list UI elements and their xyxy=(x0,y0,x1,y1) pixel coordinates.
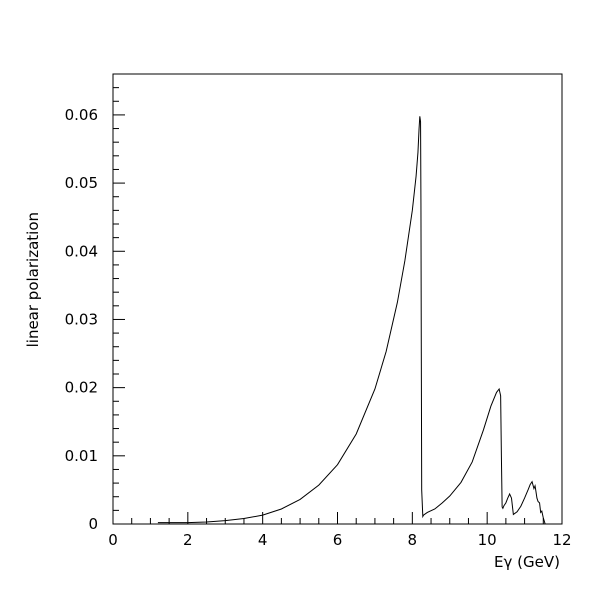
x-tick-label: 0 xyxy=(108,531,118,549)
y-axis-ticks xyxy=(113,73,125,525)
y-axis-tick-labels: 0 0.01 0.02 0.03 0.04 0.05 0.06 xyxy=(65,106,98,533)
y-tick-label: 0.02 xyxy=(65,379,98,397)
polarization-curve xyxy=(157,116,546,525)
x-tick-label: 12 xyxy=(552,531,571,549)
y-tick-label: 0.03 xyxy=(65,310,98,328)
x-axis-ticks xyxy=(112,512,563,524)
y-tick-label: 0.04 xyxy=(65,242,98,260)
plot-frame xyxy=(112,73,563,525)
x-axis-title: Eγ (GeV) xyxy=(494,553,560,571)
y-tick-label: 0.05 xyxy=(65,174,98,192)
y-tick-label: 0.01 xyxy=(65,447,98,465)
x-tick-label: 2 xyxy=(183,531,193,549)
x-tick-label: 4 xyxy=(258,531,268,549)
x-tick-label: 10 xyxy=(478,531,497,549)
y-tick-label: 0.06 xyxy=(65,106,98,124)
x-tick-label: 8 xyxy=(408,531,418,549)
x-axis-tick-labels: 0 2 4 6 8 10 12 xyxy=(108,531,571,549)
x-tick-label: 6 xyxy=(333,531,343,549)
y-tick-label: 0 xyxy=(88,515,98,533)
y-axis-title: linear polarization xyxy=(24,212,42,347)
